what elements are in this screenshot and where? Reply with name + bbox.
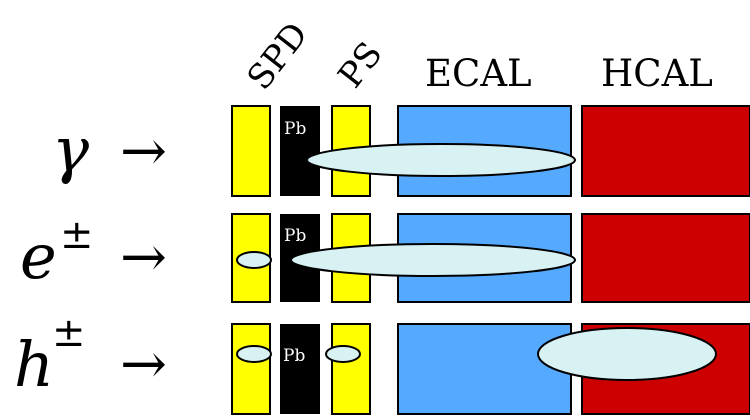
hadron-row: h ± → Pb (14, 310, 750, 415)
spd-block (231, 105, 271, 197)
ecal-block (397, 323, 572, 415)
hadronic-shower (537, 327, 717, 381)
electron-row: e ± → Pb (20, 212, 750, 303)
hadron-charge: ± (52, 310, 86, 356)
ps-header: PS (331, 35, 391, 96)
lead-block (280, 106, 320, 196)
spd-hit (236, 345, 272, 363)
lead-label: Pb (284, 119, 306, 139)
ps-block (331, 323, 371, 415)
electron-symbol: e (20, 220, 57, 293)
hcal-header: HCAL (601, 52, 713, 95)
photon-row: γ → Pb (52, 105, 750, 197)
electromagnetic-shower (306, 143, 576, 177)
lead-label: Pb (283, 346, 305, 366)
ps-hit (325, 345, 361, 363)
photon-symbol: γ (52, 113, 90, 186)
electromagnetic-shower (290, 243, 576, 277)
spd-hit (236, 251, 272, 269)
hcal-block (581, 213, 750, 303)
spd-block (231, 323, 271, 415)
hcal-block (581, 105, 750, 197)
lead-block (280, 324, 320, 414)
electron-arrow: → (120, 225, 167, 290)
electron-charge: ± (60, 212, 94, 258)
lead-label: Pb (284, 226, 306, 246)
ecal-header: ECAL (425, 52, 532, 95)
photon-arrow: → (120, 119, 167, 184)
hadron-symbol: h (14, 328, 54, 401)
spd-header: SPD (240, 15, 317, 97)
hadron-arrow: → (120, 332, 167, 397)
